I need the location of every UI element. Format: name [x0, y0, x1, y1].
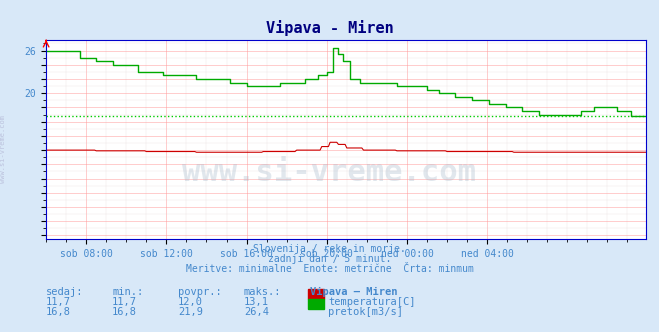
Text: 26,4: 26,4	[244, 307, 269, 317]
Text: zadnji dan / 5 minut.: zadnji dan / 5 minut.	[268, 254, 391, 264]
Text: 21,9: 21,9	[178, 307, 203, 317]
Text: 13,1: 13,1	[244, 297, 269, 307]
Text: Meritve: minimalne  Enote: metrične  Črta: minmum: Meritve: minimalne Enote: metrične Črta:…	[186, 264, 473, 274]
Text: 11,7: 11,7	[46, 297, 71, 307]
Text: pretok[m3/s]: pretok[m3/s]	[328, 307, 403, 317]
Text: 11,7: 11,7	[112, 297, 137, 307]
Text: temperatura[C]: temperatura[C]	[328, 297, 416, 307]
Text: Slovenija / reke in morje.: Slovenija / reke in morje.	[253, 244, 406, 254]
Text: sedaj:: sedaj:	[46, 287, 84, 297]
Text: maks.:: maks.:	[244, 287, 281, 297]
Text: 16,8: 16,8	[46, 307, 71, 317]
Text: www.si-vreme.com: www.si-vreme.com	[0, 116, 7, 183]
Text: min.:: min.:	[112, 287, 143, 297]
Text: Vipava – Miren: Vipava – Miren	[310, 287, 397, 297]
Text: 16,8: 16,8	[112, 307, 137, 317]
Text: 12,0: 12,0	[178, 297, 203, 307]
Text: www.si-vreme.com: www.si-vreme.com	[183, 158, 476, 187]
Text: povpr.:: povpr.:	[178, 287, 221, 297]
Text: Vipava - Miren: Vipava - Miren	[266, 20, 393, 36]
